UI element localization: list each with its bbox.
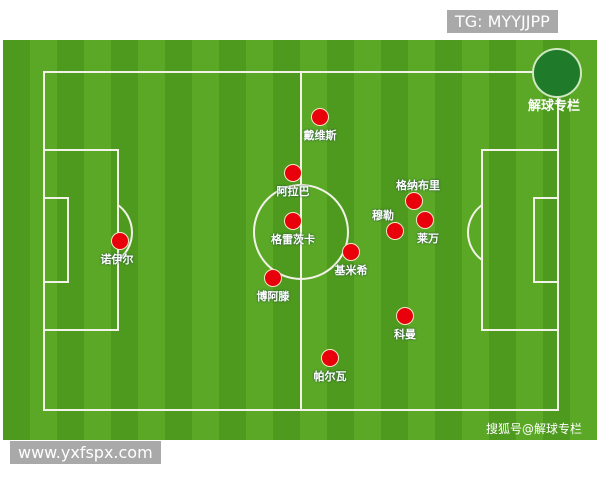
player-name: 莱万 [417,232,439,245]
player-name: 戴维斯 [303,129,337,142]
player-dot [416,211,434,229]
player-name: 基米希 [334,264,368,277]
credit-text: 搜狐号@解球专栏 [486,422,583,436]
player-dot [396,307,414,325]
player-dot [264,269,282,287]
player-dot [321,349,339,367]
player-dot [284,164,302,182]
player-dot [111,232,129,250]
player-name: 格纳布里 [396,179,440,192]
bottom-watermark: www.yxfspx.com [10,441,161,464]
player-name: 格雷茨卡 [271,233,315,246]
player-name: 科曼 [394,328,416,341]
player-name: 穆勒 [372,209,394,222]
player-name: 博阿滕 [256,290,290,303]
player-name: 阿拉巴 [276,185,310,198]
player-name: 帕尔瓦 [313,370,347,383]
logo-text: 解球专栏 [528,99,581,114]
player-name: 诺伊尔 [100,253,134,266]
top-watermark: TG: MYYJJPP [447,10,558,33]
logo [532,48,582,98]
player-dot [311,108,329,126]
player-dot [405,192,423,210]
player-dot [386,222,404,240]
player-dot [342,243,360,261]
player-dot [284,212,302,230]
